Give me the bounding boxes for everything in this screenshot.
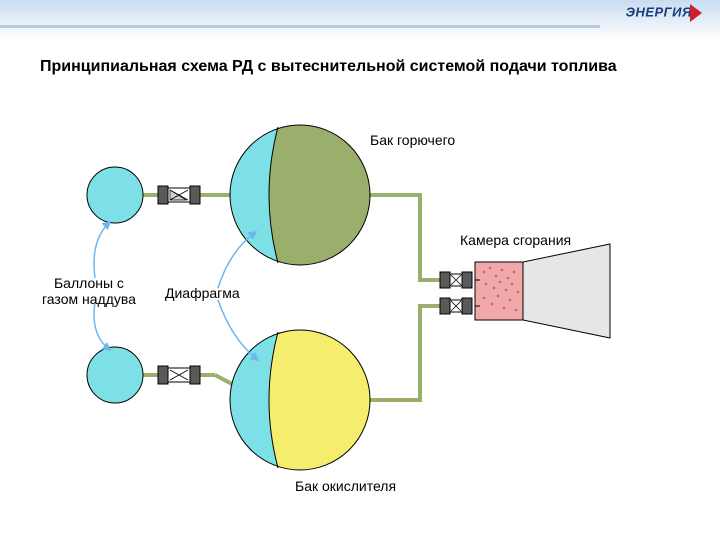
label-fuel-tank: Бак горючего (370, 132, 455, 148)
valve-bottom (158, 366, 200, 384)
logo-arrow-icon (690, 4, 702, 22)
label-oxidizer-tank: Бак окислителя (295, 478, 396, 494)
label-combustion-chamber: Камера сгорания (460, 232, 571, 248)
diagram-canvas (0, 0, 720, 540)
nozzle (523, 244, 610, 338)
valve-top (158, 186, 200, 204)
combustion-chamber (475, 262, 523, 320)
label-diaphragm: Диафрагма (165, 285, 240, 301)
logo-text: ЭНЕРГИЯ (626, 4, 692, 19)
label-gas-cylinders: Баллоны с газом наддува (42, 275, 136, 307)
header-band (0, 0, 720, 40)
gas-cylinder-top (87, 167, 143, 223)
logo: ЭНЕРГИЯ (626, 4, 702, 22)
oxidizer-tank (230, 330, 370, 470)
page-title: Принципиальная схема РД с вытеснительной… (40, 58, 680, 76)
fuel-tank (230, 125, 370, 265)
gas-cylinder-bottom (87, 347, 143, 403)
chamber-valve-bottom (440, 298, 472, 314)
header-line (0, 25, 600, 28)
chamber-valve-top (440, 272, 472, 288)
